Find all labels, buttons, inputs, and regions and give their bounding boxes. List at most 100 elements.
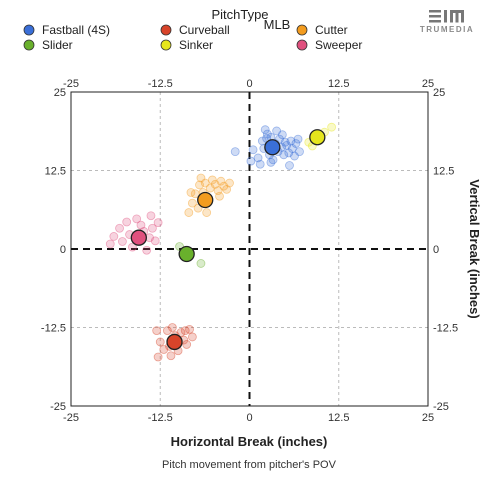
pitch-point [186,188,196,197]
y-tick-label-left: 0 [60,244,66,256]
legend-label: Curveball [179,23,230,37]
pitch-point [142,245,152,255]
pitch-point [159,345,169,354]
pitch-point [253,153,263,163]
legend-label: Sinker [179,38,213,52]
pitch-point [287,144,297,153]
pitch-average-marker [166,333,183,351]
legend-marker [296,24,308,36]
pitch-point [207,175,217,185]
x-tick-label-bottom: -12.5 [148,412,173,424]
pitch-point [284,148,294,158]
pitch-average-marker [309,129,326,146]
pitch-point [152,326,162,336]
pitch-point [146,211,156,221]
x-tick-label-top: -25 [63,78,79,90]
x-tick-label-bottom: 12.5 [328,412,349,424]
legend-label: Fastball (4S) [42,23,110,37]
pitch-average-marker [178,245,195,263]
legend-marker [160,24,172,36]
pitch-point [176,328,186,337]
pitch-point [187,198,197,208]
pitch-point [162,326,172,336]
legend-label: Slider [42,38,73,52]
x-tick-label-bottom: -25 [63,412,79,424]
pitch-point [293,134,303,144]
pitch-point [295,147,304,157]
pitch-point [167,323,177,332]
pitch-point [327,122,337,132]
pitch-point [153,352,163,362]
pitch-point [136,220,146,230]
y-tick-label-left: -12.5 [41,323,66,335]
pitch-point [109,232,119,241]
pitch-point [286,136,296,146]
pitch-point [118,237,127,246]
pitch-point [248,145,258,155]
x-tick-label-bottom: 25 [422,412,434,424]
pitch-point [200,178,210,188]
x-tick-label-bottom: 0 [246,412,252,424]
pitch-point [277,130,287,140]
y-tick-label-right: -25 [433,401,449,413]
pitch-point [115,223,124,233]
legend: PitchType MLB Fastball (4S) Curveball Cutt… [23,7,362,52]
y-tick-label-right: 12.5 [433,166,454,178]
x-tick-label-top: 0 [246,78,252,90]
pitch-average-marker [197,191,214,209]
pitch-point [147,223,157,233]
pitch-point [195,180,204,190]
pitch-point [255,159,265,169]
x-tick-label-top: 12.5 [328,78,349,90]
legend-label: Sweeper [315,38,362,52]
pitch-point [215,191,224,201]
legend-title: PitchType [211,7,268,22]
legend-marker [160,39,172,51]
pitch-point [257,136,267,146]
pitch-point [150,236,160,246]
pitch-point [180,326,190,336]
pitch-point [184,208,194,217]
pitch-point [285,161,294,170]
pitch-point [272,126,282,136]
chart-caption: Pitch movement from pitcher's POV [162,459,337,471]
pitch-point [202,208,212,217]
pitch-point [182,340,192,349]
pitch-averages [130,129,326,351]
x-tick-label-top: -12.5 [148,78,173,90]
pitch-point [266,157,276,167]
pitch-point [132,214,142,224]
pitch-point [153,218,163,228]
x-axis-label: Horizontal Break (inches) [171,434,328,449]
pitch-point [282,140,292,150]
trumedia-logo-icon [429,10,464,23]
pitch-point [225,178,234,188]
trumedia-logo-text: TRUMEDIA [419,25,475,34]
pitch-average-marker [264,139,281,156]
pitch-point [187,332,197,342]
legend-marker [296,39,308,51]
pitch-point [166,351,176,361]
pitch-point [290,151,299,161]
pitch-point [260,125,270,135]
y-tick-label-right: -12.5 [433,323,458,335]
pitch-point [291,139,301,148]
pitch-point [279,150,289,160]
pitch-point [230,147,240,157]
pitch-point [122,217,132,227]
pitch-point [190,189,200,199]
pitch-point [196,173,206,183]
pitch-point [268,155,278,165]
pitch-point [196,259,206,268]
pitch-point [210,179,220,189]
pitch-point [213,186,223,195]
pitch-point [246,156,256,166]
pitch-point [155,337,165,347]
pitch-point [185,324,194,334]
y-tick-label-left: 12.5 [45,166,66,178]
y-tick-label-left: 25 [54,87,66,99]
legend-subtitle: MLB [264,17,291,32]
trumedia-logo: TRUMEDIA [412,8,482,34]
